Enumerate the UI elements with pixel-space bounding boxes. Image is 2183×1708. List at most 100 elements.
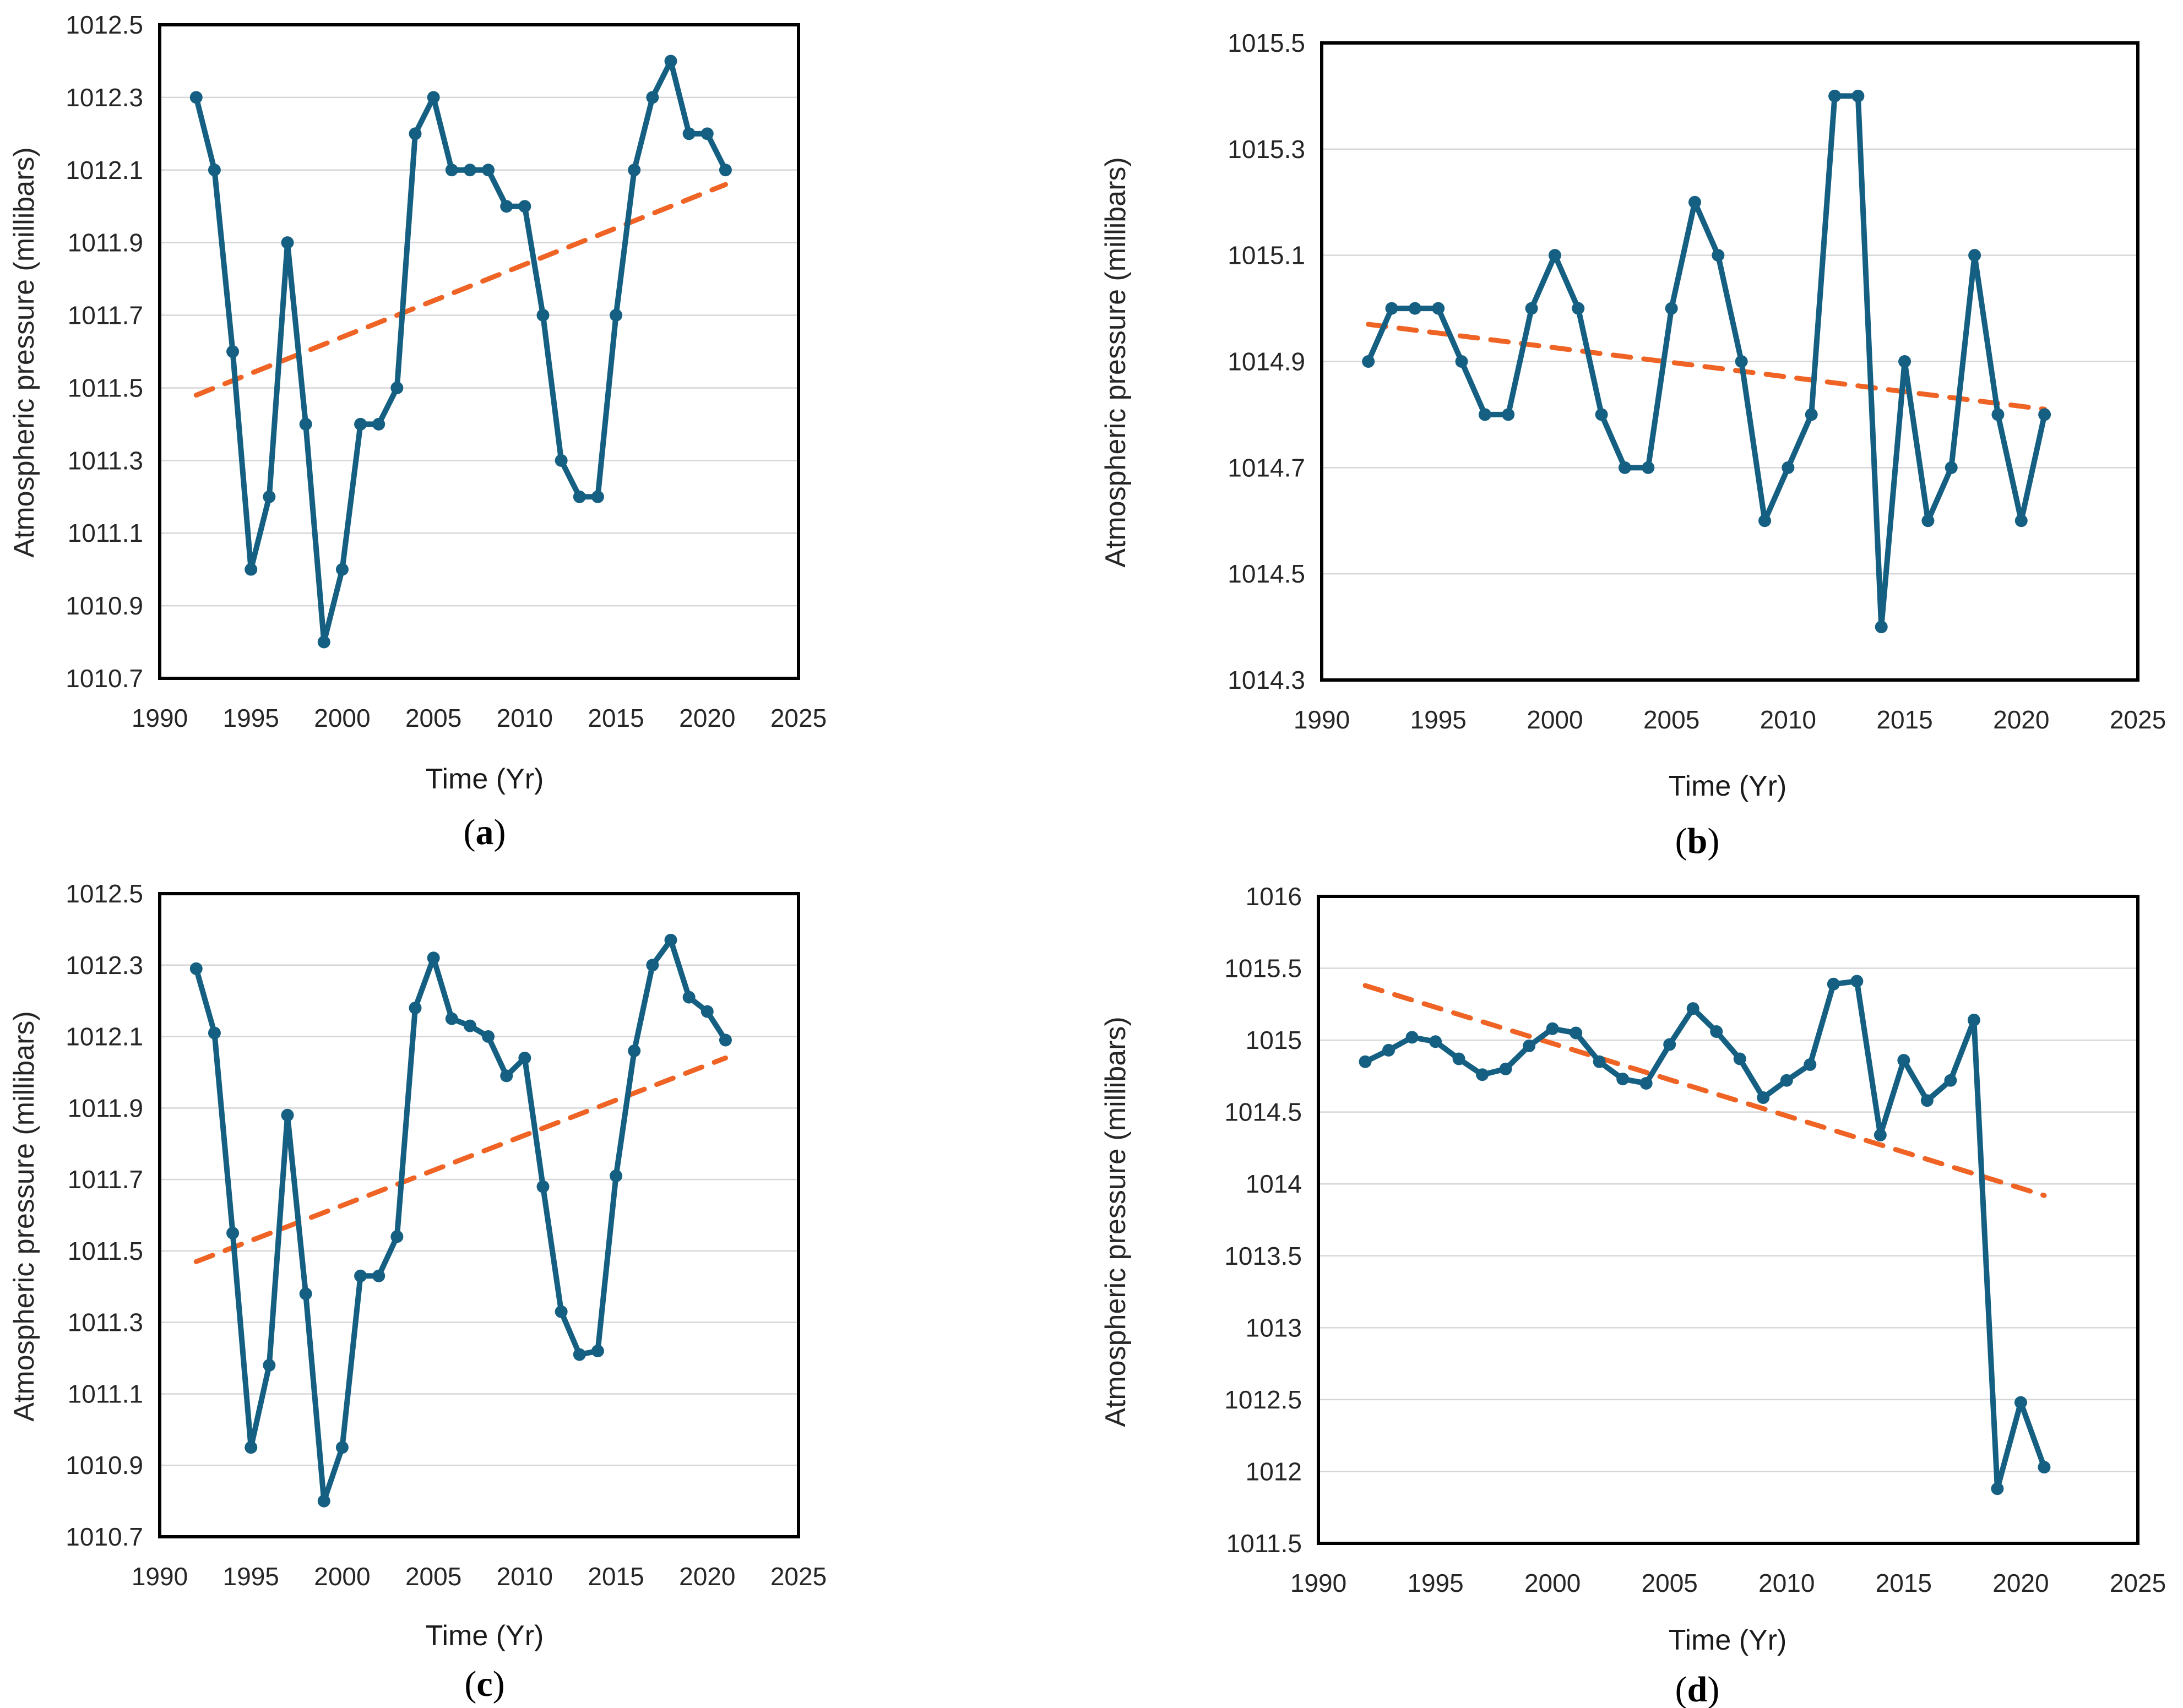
x-tick-label: 2010 xyxy=(1758,1569,1815,1597)
data-point xyxy=(409,1002,422,1015)
data-point xyxy=(664,55,677,68)
data-point xyxy=(2014,1396,2027,1409)
data-point xyxy=(1616,1073,1630,1086)
chart-c-plot: 1010.7 1010.9 1011.1 1011.3 1011.5 1011.7 1011… xyxy=(66,879,827,1591)
y-tick-label: 1012.5 xyxy=(66,879,143,908)
data-point xyxy=(189,962,203,975)
data-point xyxy=(1688,195,1701,209)
x-tick-label: 2010 xyxy=(1760,705,1816,734)
data-point xyxy=(1593,1055,1606,1068)
data-point xyxy=(536,1180,550,1193)
data-point xyxy=(390,1230,404,1243)
data-point xyxy=(1548,249,1561,262)
data-point xyxy=(1570,1026,1583,1040)
y-tick-label: 1014.5 xyxy=(1224,1098,1302,1127)
x-tick-label: 2005 xyxy=(405,1562,461,1591)
y-tick-label: 1012 xyxy=(1246,1457,1302,1486)
y-tick-label: 1010.9 xyxy=(66,591,143,620)
x-tick-label: 2000 xyxy=(1524,1569,1581,1597)
y-tick-label: 1010.7 xyxy=(66,664,143,693)
x-axis-title: Time (Yr) xyxy=(1668,1624,1787,1656)
data-point xyxy=(335,563,349,576)
x-tick-label: 1990 xyxy=(1290,1569,1346,1597)
x-tick-label: 2025 xyxy=(770,704,827,732)
x-tick-label: 2010 xyxy=(497,704,553,732)
y-tick-label: 1011.5 xyxy=(68,373,143,402)
data-point xyxy=(226,1226,240,1239)
data-point xyxy=(664,933,677,947)
y-tick-label: 1015.5 xyxy=(1228,29,1305,57)
x-tick-label: 1995 xyxy=(1407,1569,1463,1597)
data-point xyxy=(1382,1043,1395,1057)
data-point xyxy=(1359,1055,1372,1068)
data-point xyxy=(1805,408,1818,421)
panel-caption: (a) xyxy=(464,812,506,853)
data-point xyxy=(1546,1022,1559,1035)
data-point xyxy=(1639,1076,1653,1090)
caption-paren-open: ( xyxy=(1675,821,1687,861)
data-point xyxy=(646,91,659,104)
y-axis-title: Atmospheric pressure (millibars) xyxy=(1100,157,1132,568)
data-point xyxy=(1757,1091,1770,1105)
data-point xyxy=(719,164,732,177)
y-tick-label: 1015.3 xyxy=(1228,135,1305,164)
x-tick-label: 2020 xyxy=(679,704,735,732)
caption-paren-open: ( xyxy=(1675,1669,1687,1708)
y-tick-label: 1012.1 xyxy=(66,1022,143,1051)
data-point xyxy=(1595,408,1608,421)
x-tick-label: 2005 xyxy=(1642,1569,1698,1597)
y-tick-label: 1014.3 xyxy=(1228,666,1305,694)
data-point xyxy=(1827,977,1840,991)
y-axis-title: Atmospheric pressure (millibars) xyxy=(1100,1016,1132,1427)
pressure-series-line xyxy=(1362,978,2047,1492)
data-point xyxy=(1405,1031,1419,1044)
data-point xyxy=(1920,1094,1934,1107)
x-tick-label: 1990 xyxy=(132,704,188,732)
data-point xyxy=(1665,302,1678,315)
y-tick-label: 1011.1 xyxy=(68,1379,143,1408)
data-point xyxy=(372,1269,385,1282)
data-point xyxy=(610,309,623,322)
data-point xyxy=(628,1045,641,1058)
chart-b-plot: 1014.3 1014.5 1014.7 1014.9 1015.1 1015.3 1015… xyxy=(1228,29,2166,734)
x-tick-label: 2025 xyxy=(2110,705,2166,734)
data-point xyxy=(263,1359,276,1372)
data-point xyxy=(372,417,385,431)
caption-paren-close: ) xyxy=(1707,821,1720,861)
data-point xyxy=(226,345,240,358)
data-point xyxy=(555,1305,568,1318)
panel-caption: (c) xyxy=(464,1663,504,1705)
data-point xyxy=(1735,355,1748,368)
pressure-series-line xyxy=(193,937,729,1504)
data-point xyxy=(1945,461,1958,474)
chart-a-plot: 1010.7 1010.9 1011.1 1011.3 1011.5 1011.7 1011… xyxy=(66,10,827,732)
data-point xyxy=(299,1287,312,1301)
data-point-markers xyxy=(189,55,732,649)
x-tick-label: 2015 xyxy=(588,704,644,732)
data-point xyxy=(610,1170,623,1183)
panel-letter: d xyxy=(1687,1669,1708,1708)
y-tick-label: 1014 xyxy=(1246,1170,1302,1198)
data-point xyxy=(1476,1068,1489,1081)
data-point xyxy=(1710,1025,1723,1038)
panel-letter: c xyxy=(476,1664,493,1704)
y-tick-label: 1011.5 xyxy=(1226,1529,1302,1558)
x-axis-title: Time (Yr) xyxy=(425,1620,544,1652)
data-point xyxy=(682,991,696,1004)
panel-caption: (d) xyxy=(1675,1669,1720,1708)
y-tick-label: 1012.5 xyxy=(66,10,143,39)
plot-frame xyxy=(158,23,800,680)
y-tick-label: 1013 xyxy=(1246,1313,1302,1342)
data-point xyxy=(646,959,659,972)
data-point xyxy=(390,381,404,394)
data-point-markers xyxy=(1362,89,2051,634)
data-point-markers xyxy=(1359,975,2051,1495)
y-axis-title: Atmospheric pressure (millibars) xyxy=(8,1011,40,1422)
plot-frame xyxy=(1320,41,2139,682)
data-point xyxy=(354,417,367,431)
y-tick-label: 1014.7 xyxy=(1228,453,1305,482)
x-tick-label: 2000 xyxy=(1527,705,1583,734)
trend-line xyxy=(193,182,728,398)
data-point xyxy=(409,127,422,140)
